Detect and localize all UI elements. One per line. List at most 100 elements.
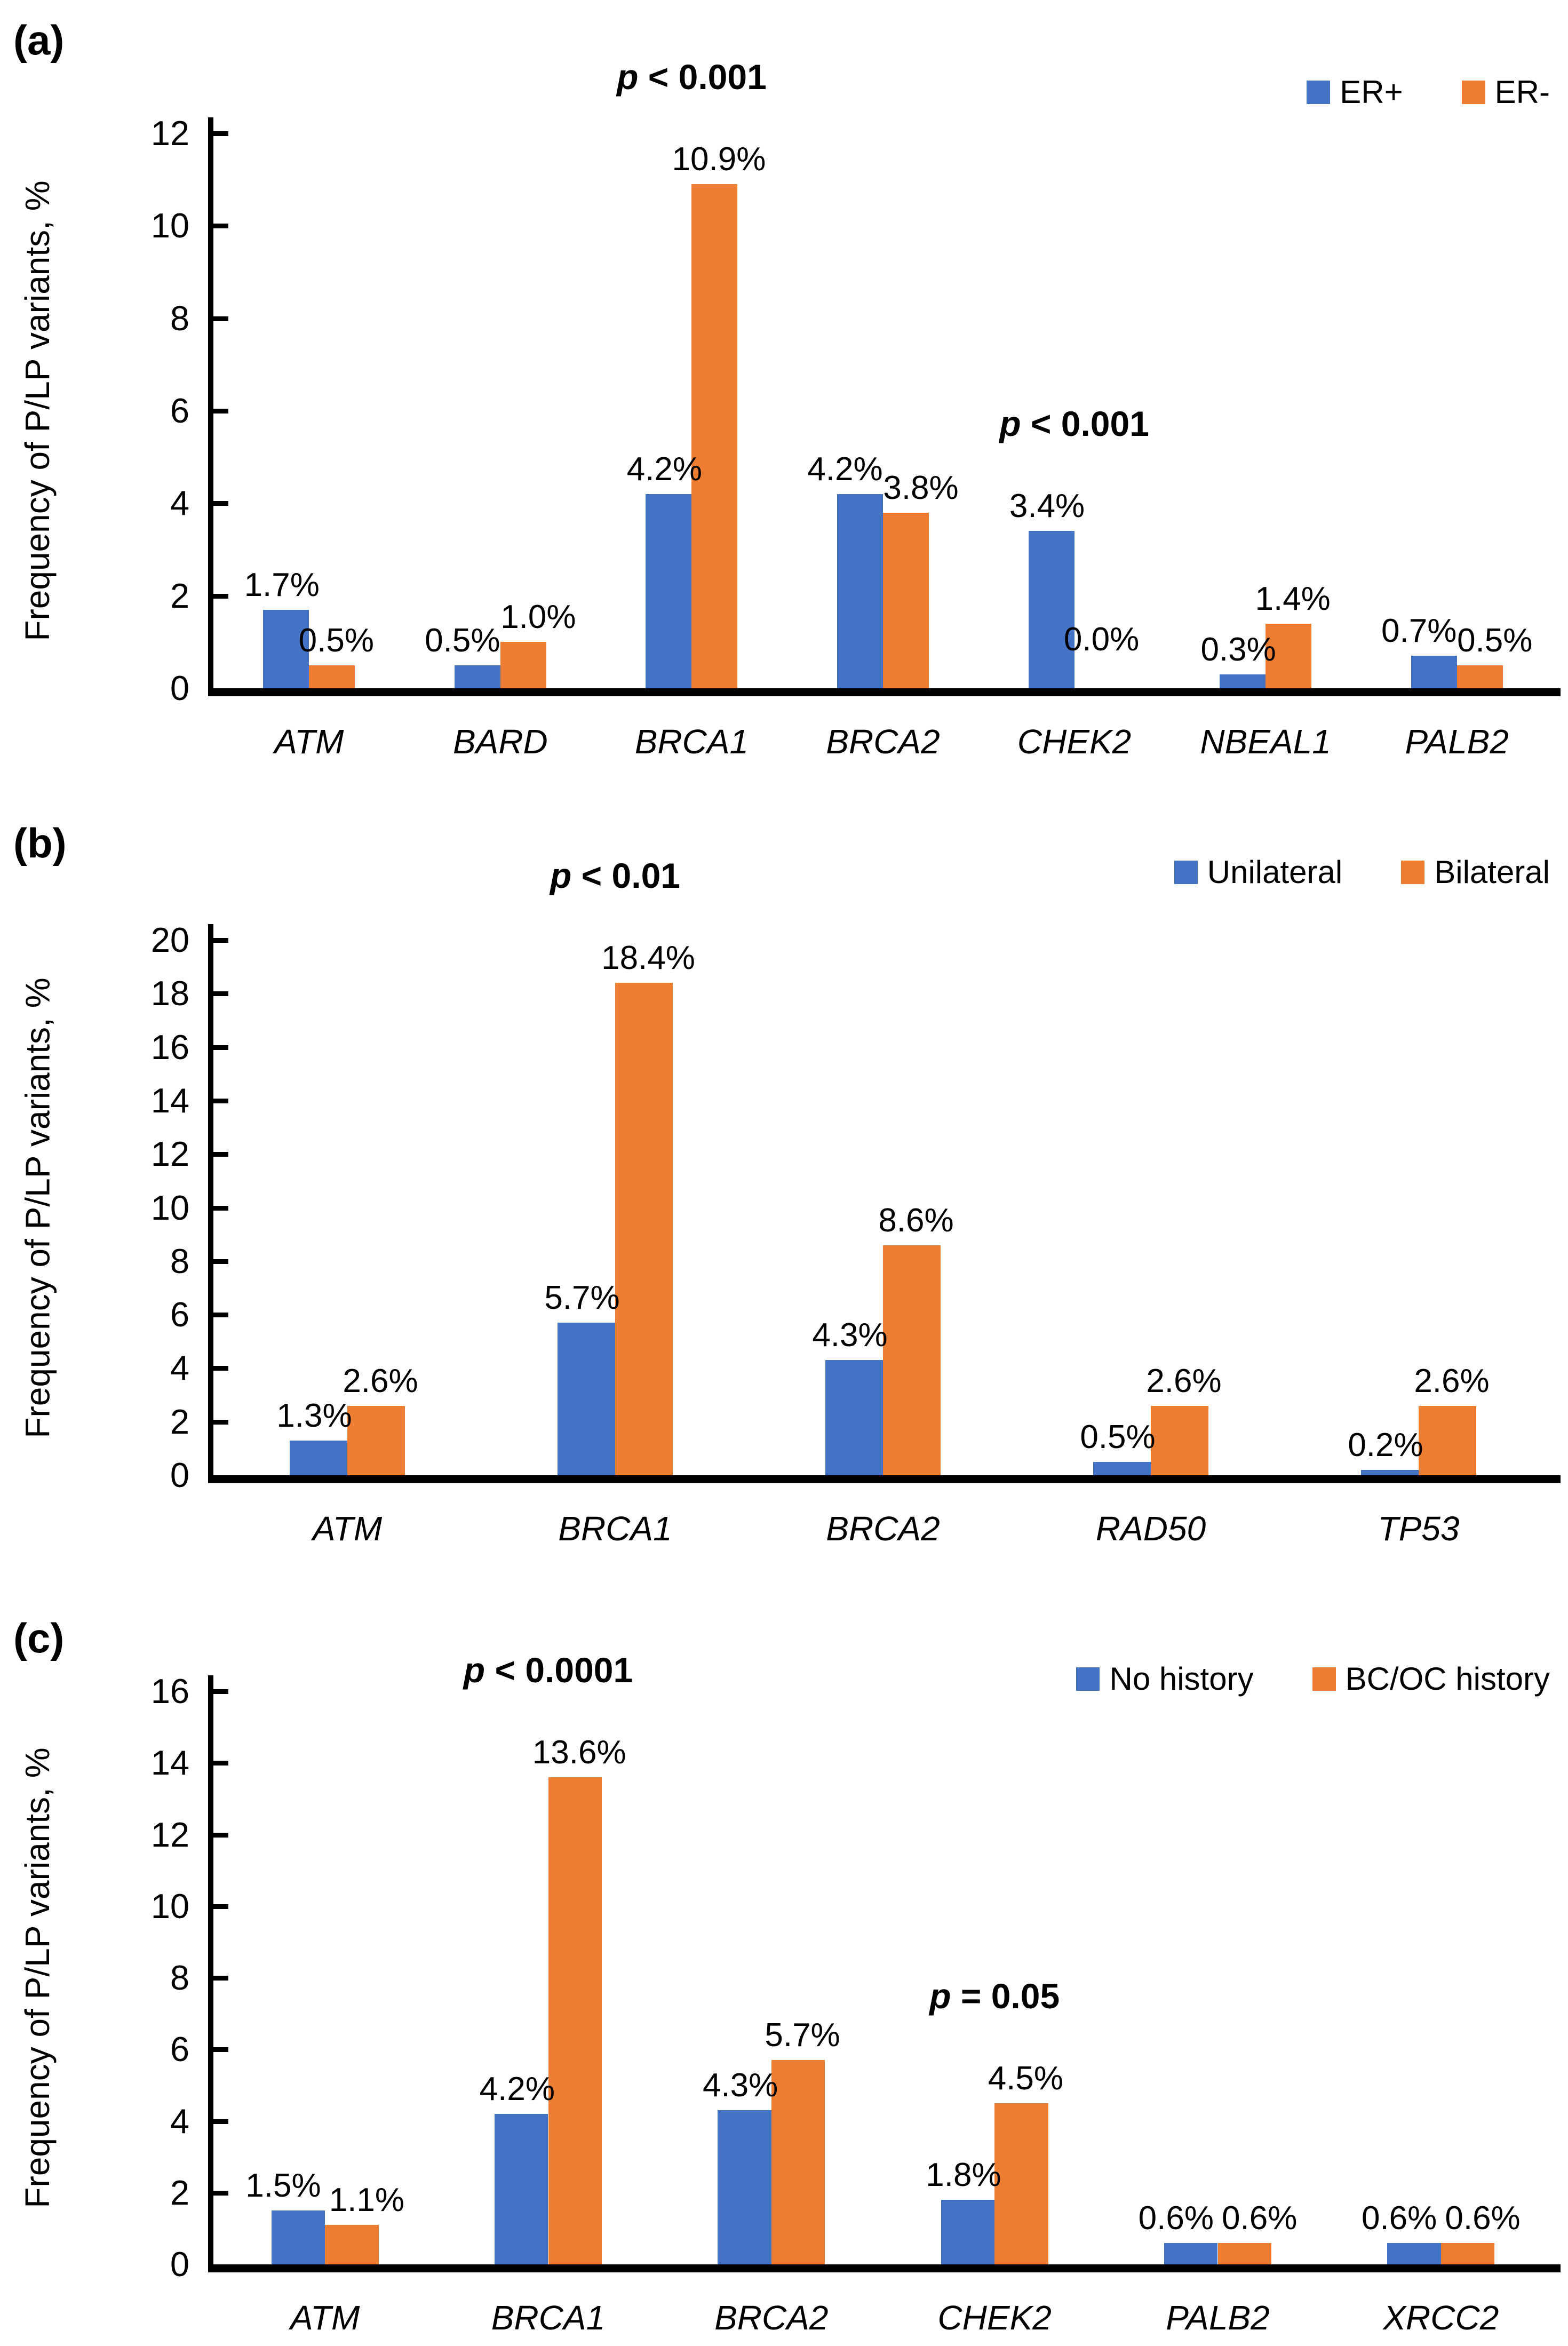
bar-series2 [1419, 1405, 1476, 1475]
legend: Unilateral Bilateral [1174, 854, 1550, 890]
x-category-label: PALB2 [1166, 2299, 1270, 2337]
legend-label: Unilateral [1207, 854, 1343, 890]
bar-series1 [290, 1440, 347, 1475]
x-category-label: BRCA1 [491, 2299, 606, 2337]
value-label: 10.9% [672, 141, 766, 178]
x-axis-line [208, 2264, 1561, 2272]
y-axis-title: Frequency of P/LP variants, % [18, 977, 57, 1438]
value-label: 18.4% [601, 940, 695, 977]
x-category-label: ATM [290, 2299, 360, 2337]
bar-chart-panel-a: (a) 0 2 4 6 8 10 12 Frequency of P/LP variants,… [0, 0, 1568, 811]
value-label: 4.3% [812, 1317, 888, 1354]
bar-series1 [1028, 531, 1074, 688]
bar-series1 [718, 2110, 771, 2264]
legend-swatch [1174, 860, 1198, 884]
legend: No history BC/OC history [1076, 1660, 1550, 1697]
bar-series2 [325, 2225, 379, 2264]
y-axis-title: Frequency of P/LP variants, % [18, 180, 57, 641]
value-label: 0.2% [1348, 1426, 1423, 1464]
bar-series1 [1093, 1461, 1151, 1475]
bar-series1 [1164, 2242, 1218, 2264]
legend-label: ER- [1494, 74, 1550, 110]
value-label: 0.6% [1361, 2199, 1437, 2237]
y-tick-label: 16 [150, 1027, 189, 1067]
y-tick-mark [213, 316, 228, 321]
value-label: 0.6% [1222, 2199, 1298, 2237]
value-label: 4.2% [807, 451, 883, 488]
value-label: 8.6% [878, 1202, 954, 1239]
bar-series2 [500, 642, 546, 688]
legend-label: Bilateral [1434, 854, 1550, 890]
bar-series1 [1361, 1469, 1419, 1475]
y-tick-mark [213, 1259, 228, 1264]
value-label: 0.5% [1457, 622, 1533, 659]
bar-chart-panel-c: (c) 0 2 4 6 8 10 12 14 16 Frequency of P/LP varia… [0, 1601, 1568, 2346]
legend-swatch [1307, 80, 1331, 104]
value-label: 0.7% [1381, 613, 1457, 650]
y-tick-label: 0 [170, 669, 189, 707]
bar-series2 [1151, 1405, 1208, 1475]
y-tick-mark [213, 1761, 228, 1766]
legend-swatch [1312, 1667, 1336, 1691]
bar-series1 [941, 2200, 995, 2264]
value-label: 2.6% [343, 1362, 418, 1399]
x-category-label: CHEK2 [937, 2299, 1052, 2337]
value-label: 3.8% [883, 469, 959, 506]
x-category-label: ATM [312, 1509, 383, 1548]
y-tick-mark [213, 1904, 228, 1909]
bar-series1 [1411, 656, 1457, 688]
y-tick-mark [213, 1689, 228, 1694]
p-symbol: p [617, 57, 639, 97]
y-tick-label: 8 [170, 298, 189, 338]
y-tick-label: 2 [170, 1402, 189, 1441]
bar-series2 [1217, 2242, 1271, 2264]
x-category-label: PALB2 [1405, 722, 1509, 761]
value-label: 1.1% [329, 2182, 405, 2219]
p-value-annotation: p = 0.05 [929, 1976, 1060, 2016]
x-category-label: CHEK2 [1017, 722, 1132, 761]
y-tick-mark [213, 2047, 228, 2053]
chart-area: 0 2 4 6 8 10 12 14 16 18 20 Frequency of P/LP varia… [0, 811, 1568, 1601]
y-tick-mark [213, 501, 228, 506]
x-category-label: XRCC2 [1383, 2299, 1499, 2337]
y-tick-label: 6 [170, 2030, 189, 2069]
x-category-label: BRCA2 [714, 2299, 829, 2337]
y-tick-label: 0 [170, 1456, 189, 1494]
y-tick-label: 20 [150, 920, 189, 959]
bar-series1 [454, 665, 500, 688]
p-value-annotation: p < 0.01 [550, 856, 680, 896]
y-tick-mark [213, 1832, 228, 1838]
bar-series2 [994, 2103, 1048, 2264]
legend-item: Unilateral [1174, 854, 1342, 890]
x-category-label: BRCA1 [558, 1509, 672, 1548]
bar-series1 [1387, 2242, 1441, 2264]
bar-series2 [883, 512, 929, 688]
value-label: 13.6% [532, 1734, 626, 1771]
y-tick-mark [213, 1045, 228, 1050]
value-label: 1.5% [245, 2167, 321, 2205]
x-category-label: RAD50 [1095, 1509, 1206, 1548]
y-tick-label: 0 [170, 2245, 189, 2284]
y-tick-label: 10 [150, 1886, 189, 1926]
legend: ER+ ER- [1307, 74, 1550, 110]
value-label: 3.4% [1009, 488, 1085, 525]
bar-series2 [309, 665, 355, 688]
chart-area: 0 2 4 6 8 10 12 14 16 Frequency of P/LP variants,… [0, 1601, 1568, 2346]
value-label: 0.6% [1445, 2199, 1521, 2237]
bar-series1 [825, 1360, 883, 1475]
legend-item: ER+ [1307, 74, 1403, 110]
p-symbol: p [550, 856, 572, 896]
bar-series1 [271, 2210, 325, 2264]
y-tick-mark [213, 593, 228, 599]
y-tick-label: 12 [150, 114, 189, 153]
legend-item: Bilateral [1401, 854, 1550, 890]
x-axis-line [208, 688, 1561, 696]
p-value-annotation: p < 0.0001 [463, 1650, 633, 1690]
legend-swatch [1461, 80, 1485, 104]
value-label: 5.7% [544, 1279, 620, 1317]
value-label: 2.6% [1146, 1362, 1222, 1399]
bar-series1 [646, 494, 692, 688]
p-symbol: p [463, 1650, 485, 1690]
value-label: 4.2% [479, 2071, 555, 2108]
